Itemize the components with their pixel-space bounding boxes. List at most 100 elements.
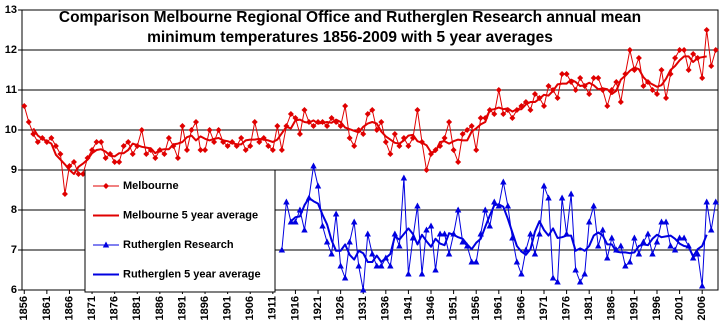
data-point (653, 91, 660, 97)
x-tick-label: 1886 (154, 296, 166, 320)
y-tick-label: 10 (5, 124, 17, 136)
data-point (640, 238, 647, 245)
data-point (125, 139, 132, 145)
data-point (152, 155, 159, 161)
data-point (224, 143, 231, 149)
data-point (468, 123, 475, 129)
data-point (626, 258, 634, 265)
data-point (495, 87, 502, 93)
x-tick-label: 1881 (131, 296, 143, 320)
data-point (341, 274, 349, 281)
data-point (527, 107, 534, 113)
data-point (558, 194, 566, 201)
data-point (708, 63, 715, 69)
x-tick-label: 1921 (312, 296, 324, 320)
data-point (197, 147, 204, 153)
data-point (604, 254, 611, 261)
data-point (378, 119, 385, 125)
data-point (328, 115, 335, 121)
data-point (658, 218, 665, 225)
data-point (391, 131, 398, 137)
data-point (522, 246, 530, 253)
data-point (649, 250, 656, 257)
x-tick-label: 1956 (470, 296, 482, 320)
data-point (174, 155, 181, 161)
legend-box (84, 169, 276, 293)
data-point (698, 282, 706, 289)
data-point (34, 139, 41, 145)
data-point (274, 123, 281, 129)
data-point (360, 131, 367, 137)
data-point (265, 143, 272, 149)
x-tick-label: 1961 (493, 296, 505, 320)
data-point (540, 182, 548, 189)
data-point (278, 246, 286, 253)
data-point (450, 147, 457, 153)
data-point (310, 162, 317, 169)
legend-marker (103, 183, 109, 189)
data-point (513, 258, 521, 265)
data-point (269, 147, 276, 153)
data-point (183, 147, 190, 153)
data-point (116, 159, 123, 165)
x-tick-label: 1976 (561, 296, 573, 320)
data-point (658, 67, 665, 73)
data-point (423, 226, 430, 233)
data-point (712, 198, 719, 205)
x-tick-label: 1861 (41, 296, 53, 320)
data-point (61, 191, 68, 197)
data-point (531, 91, 538, 97)
data-point (671, 246, 679, 253)
x-tick-label: 1901 (222, 296, 234, 320)
data-point (211, 139, 218, 145)
data-point (25, 119, 32, 125)
data-point (436, 230, 444, 237)
data-point (193, 119, 199, 125)
data-point (441, 230, 448, 237)
x-tick-label: 1996 (651, 296, 663, 320)
data-point (48, 135, 55, 141)
data-point (689, 254, 697, 261)
data-point (595, 75, 602, 81)
data-point (590, 75, 597, 81)
legend-label: Melbourne (123, 180, 179, 192)
x-tick-label: 2001 (673, 296, 685, 320)
data-point (355, 262, 362, 269)
data-point (423, 167, 430, 173)
data-point (572, 87, 579, 93)
data-point (676, 47, 683, 53)
data-point (576, 278, 584, 285)
data-point (667, 242, 674, 249)
data-point (663, 95, 670, 101)
data-point (369, 107, 376, 113)
data-point (649, 87, 656, 93)
y-tick-label: 7 (11, 244, 17, 256)
data-point (427, 222, 435, 229)
data-point (328, 250, 335, 257)
data-point (509, 115, 516, 121)
data-point (287, 111, 294, 117)
data-point (446, 119, 453, 125)
x-tick-label: 1906 (244, 296, 256, 320)
legend-label: Rutherglen 5 year average (123, 268, 261, 280)
data-point (102, 155, 109, 161)
data-point (405, 270, 412, 277)
data-point (708, 226, 715, 233)
data-point (129, 151, 136, 157)
data-point (464, 127, 471, 133)
data-point (445, 250, 453, 257)
x-tick-label: 1926 (335, 296, 347, 320)
data-point (296, 131, 303, 137)
data-point (373, 262, 380, 269)
data-point (396, 143, 403, 149)
data-point (676, 234, 683, 241)
x-tick-label: 1986 (606, 296, 618, 320)
data-point (454, 206, 462, 213)
data-point (332, 210, 340, 217)
data-point (703, 27, 710, 33)
data-point (414, 107, 421, 113)
data-point (391, 230, 399, 237)
data-point (414, 202, 421, 209)
data-point (473, 258, 480, 265)
data-point (324, 123, 331, 129)
